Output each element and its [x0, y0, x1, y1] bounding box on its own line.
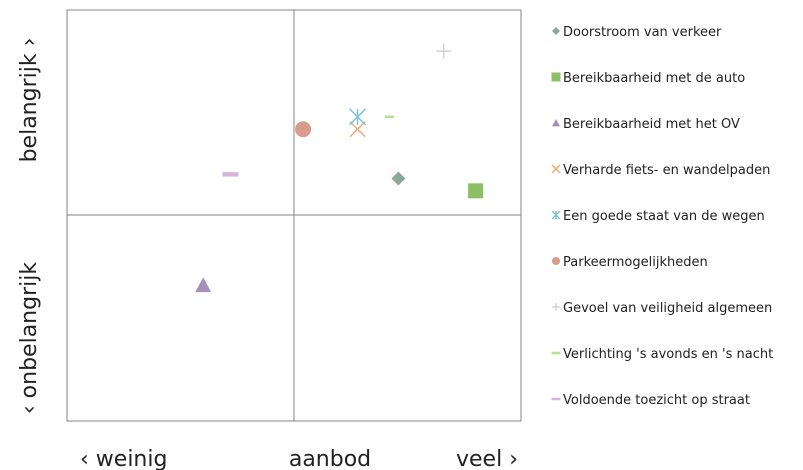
legend-item: Verlichting 's avonds en 's nacht — [551, 347, 773, 362]
legend-item: Gevoel van veiligheid algemeen — [552, 301, 772, 316]
data-point-9 — [222, 172, 239, 177]
legend-item: Parkeermogelijkheden — [552, 255, 708, 270]
data-point-7 — [436, 43, 452, 59]
legend-label: Verlichting 's avonds en 's nacht — [563, 347, 773, 362]
legend-label: Doorstroom van verkeer — [563, 25, 722, 40]
legend-marker — [551, 72, 561, 82]
legend-label: Parkeermogelijkheden — [563, 255, 708, 270]
legend-item: Een goede staat van de wegen — [551, 209, 765, 224]
y-axis-top-label: belangrijk › — [17, 38, 42, 163]
legend-marker — [551, 210, 561, 220]
legend-marker — [552, 119, 560, 127]
legend-label: Bereikbaarheid met het OV — [563, 117, 740, 132]
data-point-3 — [195, 277, 212, 293]
legend-item: Bereikbaarheid met het OV — [552, 117, 740, 132]
legend-item: Verharde fiets- en wandelpaden — [551, 163, 770, 178]
data-point-6 — [295, 121, 312, 138]
x-axis-left-label: ‹ weinig — [80, 447, 167, 470]
legend-marker — [551, 351, 561, 355]
legend-marker — [552, 257, 560, 265]
legend-item: Voldoende toezicht op straat — [551, 393, 750, 408]
data-point-4 — [349, 121, 366, 138]
legend-marker — [552, 27, 560, 35]
legend-marker — [551, 164, 561, 174]
x-axis-right-label: veel › — [456, 447, 518, 470]
legend-item: Doorstroom van verkeer — [552, 25, 722, 40]
legend: Doorstroom van verkeer Bereikbaarheid met… — [551, 25, 773, 408]
legend-marker — [552, 303, 560, 311]
data-point-5 — [349, 108, 367, 126]
data-points — [195, 43, 484, 293]
legend-label: Voldoende toezicht op straat — [563, 393, 750, 408]
legend-label: Bereikbaarheid met de auto — [563, 71, 745, 86]
legend-label: Gevoel van veiligheid algemeen — [563, 301, 772, 316]
legend-item: Bereikbaarheid met de auto — [551, 71, 745, 86]
data-point-8 — [384, 115, 394, 119]
legend-label: Een goede staat van de wegen — [563, 209, 765, 224]
data-point-2 — [468, 183, 484, 199]
legend-label: Verharde fiets- en wandelpaden — [563, 163, 770, 178]
legend-marker — [551, 397, 561, 401]
data-point-1 — [391, 171, 406, 186]
y-axis-bottom-label: ‹ onbelangrijk — [17, 262, 42, 414]
x-axis-title: aanbod — [289, 447, 371, 470]
